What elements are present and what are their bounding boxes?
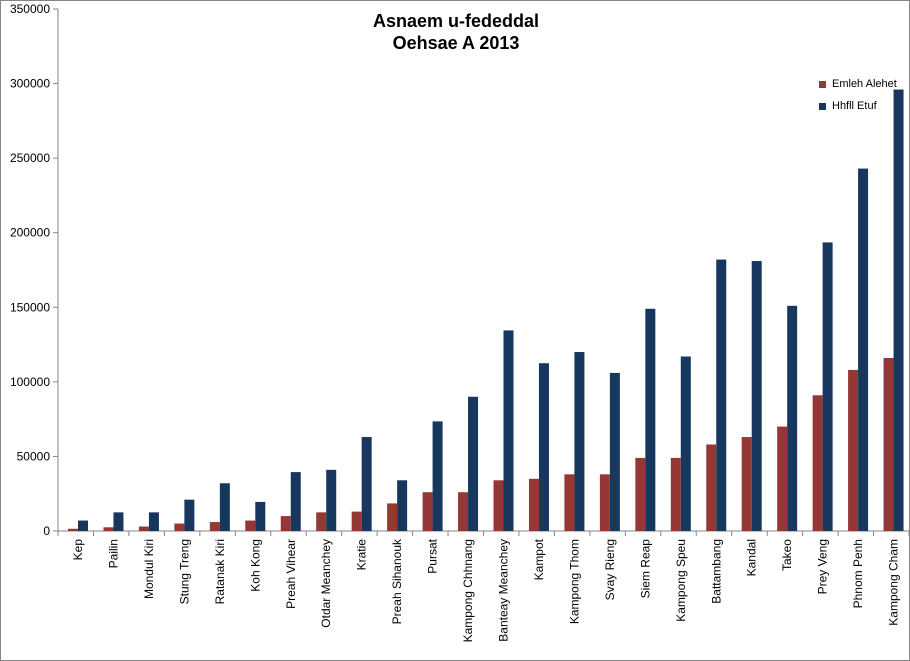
bar-series-2: [113, 512, 124, 531]
y-tick-label: 200000: [10, 226, 50, 240]
x-tick-label: Kampong Cham: [887, 539, 901, 626]
bar-series-2: [326, 469, 337, 531]
bar-series-1: [599, 474, 610, 531]
bar-series-2: [751, 261, 762, 531]
x-tick-label: Svay Rieng: [603, 539, 617, 600]
chart-subtitle: Oehsae A 2013: [392, 33, 520, 53]
x-tick-label: Preah Sihanouk: [390, 538, 404, 624]
x-tick-label: Battambang: [709, 539, 723, 604]
bar-series-1: [741, 437, 752, 531]
bar-series-1: [280, 516, 291, 531]
y-tick-label: 300000: [10, 77, 50, 91]
bar-series-1: [209, 522, 220, 531]
bar-series-2: [361, 437, 372, 531]
x-tick-label: Kandal: [745, 539, 759, 576]
bar-series-2: [893, 89, 904, 531]
bar-series-1: [316, 512, 327, 531]
bar-series-2: [680, 356, 691, 531]
bar-series-2: [184, 499, 195, 531]
x-tick-label: Koh Kong: [248, 539, 262, 592]
y-tick-label: 350000: [10, 2, 50, 16]
bar-series-1: [68, 528, 78, 531]
bar-series-1: [812, 395, 823, 531]
bar-series-2: [716, 259, 727, 531]
bar-series-2: [787, 305, 798, 531]
legend-swatch-series-1: [819, 80, 826, 88]
x-tick-label: Kep: [71, 539, 85, 561]
x-tick-label: Kampot: [532, 538, 546, 580]
bar-series-1: [883, 357, 894, 531]
x-tick-label: Kratie: [355, 539, 369, 571]
y-tick-label: 0: [43, 524, 50, 538]
bar-series-2: [503, 330, 514, 531]
bar-series-2: [78, 520, 88, 531]
x-tick-label: Stung Treng: [177, 539, 191, 604]
bar-series-2: [397, 480, 408, 531]
legend-item-series-2: Hhfll Etuf: [819, 95, 897, 117]
bar-series-2: [609, 372, 620, 531]
bar-series-1: [103, 527, 114, 531]
bar-series-2: [148, 512, 159, 531]
x-tick-label: Phnom Penh: [851, 539, 865, 608]
chart-title: Asnaem u-fededdal: [372, 11, 540, 31]
bar-series-2: [822, 242, 833, 531]
x-tick-label: Kampong Speu: [674, 539, 688, 622]
y-tick-label: 150000: [10, 300, 50, 314]
x-tick-label: Mondul Kiri: [142, 539, 156, 599]
bar-series-1: [528, 478, 539, 531]
x-tick-label: Preah Vihear: [284, 539, 298, 609]
legend-label-series-2: Hhfll Etuf: [832, 100, 877, 112]
bar-series-2: [468, 396, 479, 531]
x-tick-label: Kampong Chhnang: [461, 539, 475, 642]
bar-series-1: [422, 492, 433, 531]
x-tick-label: Otdar Meanchey: [319, 539, 333, 628]
y-tick-label: 50000: [17, 449, 51, 463]
bar-series-1: [138, 526, 149, 531]
legend-label-series-1: Emleh Alehet: [832, 78, 897, 90]
bar-series-1: [245, 520, 256, 531]
x-tick-label: Ratanak Kiri: [213, 539, 227, 604]
bar-series-1: [493, 480, 504, 531]
x-tick-label: Kampong Thom: [567, 539, 581, 624]
x-tick-label: Pursat: [426, 538, 440, 573]
bar-series-1: [351, 511, 362, 531]
legend-swatch-series-2: [819, 102, 826, 110]
bar-series-1: [564, 474, 575, 531]
legend: Emleh Alehet Hhfll Etuf: [819, 73, 897, 117]
bar-series-1: [670, 457, 681, 531]
y-tick-label: 250000: [10, 151, 50, 165]
bar-series-2: [574, 352, 585, 531]
bar-series-2: [645, 308, 656, 531]
legend-item-series-1: Emleh Alehet: [819, 73, 897, 95]
bar-series-1: [458, 492, 469, 531]
x-tick-label: Banteay Meanchey: [497, 539, 511, 642]
bar-series-1: [635, 457, 646, 531]
bar-series-2: [290, 472, 301, 531]
bar-series-2: [255, 501, 266, 531]
bar-series-1: [387, 503, 398, 531]
bar-series-1: [706, 444, 717, 531]
bar-series-2: [432, 421, 443, 531]
bar-series-1: [777, 426, 788, 531]
x-tick-label: Takeo: [780, 539, 794, 571]
bar-series-2: [538, 363, 549, 531]
bar-series-2: [219, 483, 230, 531]
x-tick-label: Siem Reap: [638, 539, 652, 599]
x-tick-label: Pailin: [106, 539, 120, 568]
bar-series-2: [858, 168, 869, 531]
y-tick-label: 100000: [10, 375, 50, 389]
bar-series-1: [848, 369, 859, 531]
bar-series-1: [174, 523, 185, 531]
x-tick-label: Prey Veng: [816, 539, 830, 594]
